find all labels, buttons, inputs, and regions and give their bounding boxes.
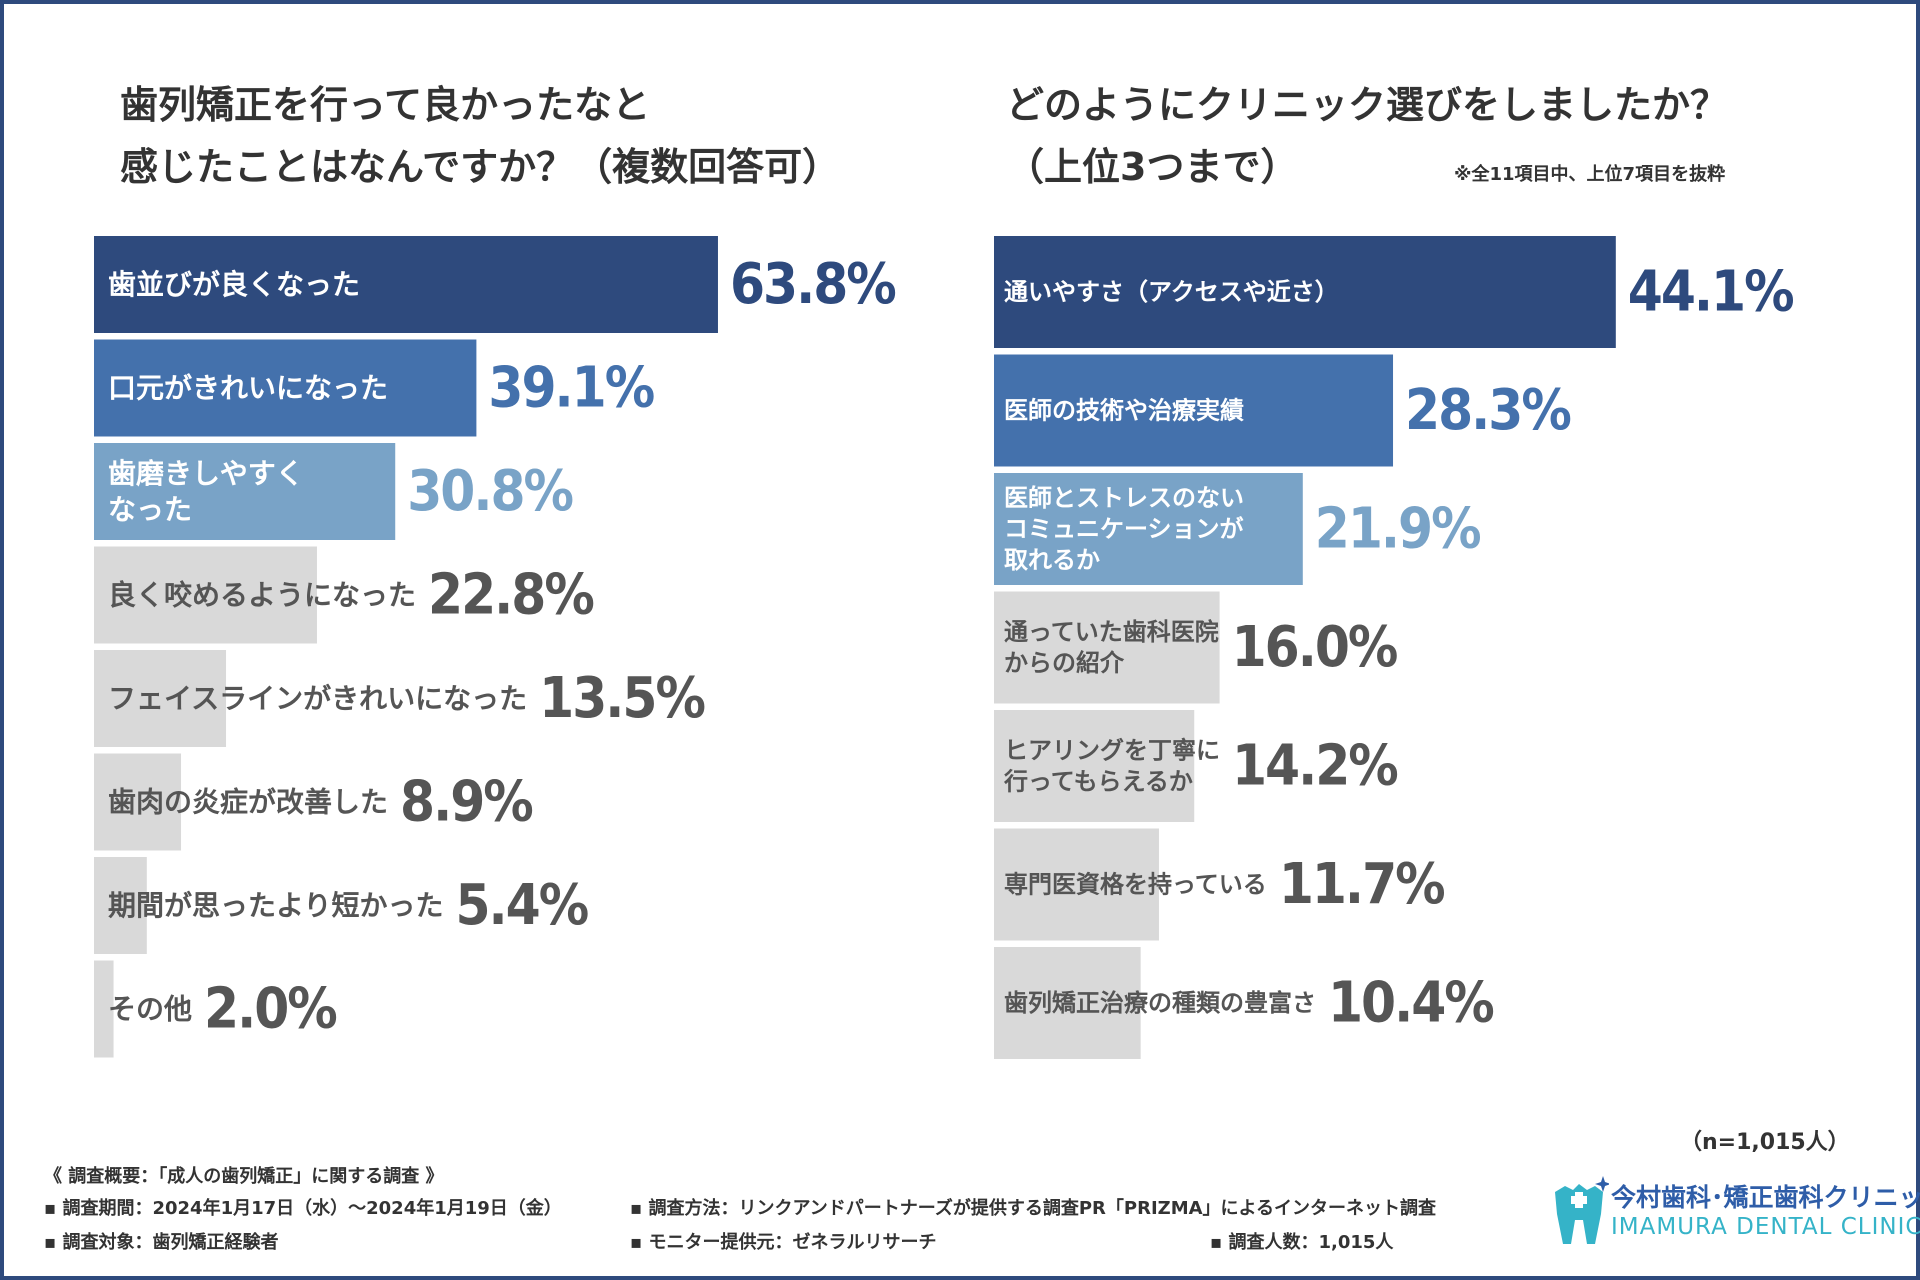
left-bar-3 (94, 443, 396, 540)
right-value-label-7: 10.4% (1328, 971, 1493, 1036)
survey-monitor: ▪ モニター提供元：ゼネラルリサーチ (630, 1232, 937, 1253)
left-chart-title: 歯列矯正を行って良かったなと 感じたことはなんですか？（複数回答可） (120, 74, 840, 198)
right-value-label-6: 11.7% (1279, 852, 1444, 917)
survey-target: ▪ 調査対象：歯列矯正経験者 (44, 1232, 279, 1253)
left-category-label-8: その他 (108, 993, 192, 1026)
right-bar-7 (994, 947, 1141, 1059)
right-category-label-5-line1: ヒアリングを丁寧に (1004, 736, 1220, 764)
right-bar-3 (994, 473, 1303, 585)
left-category-label-1: 歯並びが良くなった (108, 268, 360, 301)
right-title-line2: （上位3つまで） (1006, 145, 1299, 189)
left-category-label-7: 期間が思ったより短かった (108, 889, 443, 922)
survey-method: ▪ 調査方法：リンクアンドパートナーズが提供する調査PR「PRIZMA」によるイ… (630, 1198, 1436, 1219)
left-bar-1 (94, 236, 718, 333)
left-category-label-2: 口元がきれいになった (108, 372, 388, 405)
left-value-label-5: 13.5% (539, 666, 704, 731)
left-value-label-8: 2.0% (204, 977, 336, 1042)
left-category-label-6: 歯肉の炎症が改善した (108, 786, 388, 819)
left-title-line2: 感じたことはなんですか？（複数回答可） (120, 145, 841, 189)
right-bar-1 (994, 236, 1616, 348)
left-category-label-5: フェイスラインがきれいになった (108, 682, 527, 715)
left-value-label-2: 39.1% (488, 356, 653, 421)
right-chart-title: どのようにクリニック選びをしましたか？ （上位3つまで） (1006, 74, 1728, 198)
right-category-label-4-line2: からの紹介 (1004, 649, 1125, 677)
left-value-label-1: 63.8% (730, 252, 895, 317)
left-bar-6 (94, 753, 182, 851)
left-value-label-3: 30.8% (407, 459, 572, 524)
right-category-label-5-line2: 行ってもらえるか (1003, 768, 1193, 796)
survey-summary: 《 調査概要：「成人の歯列矯正」に関する調査 》 (44, 1166, 444, 1187)
right-category-label-3-line3: 取れるか (1004, 546, 1100, 574)
left-bar-4 (94, 546, 317, 644)
tooth-cross-icon (1555, 1176, 1609, 1244)
left-bar-8 (94, 960, 114, 1058)
right-category-label-6: 専門医資格を持っている (1004, 871, 1267, 899)
right-title-line1: どのようにクリニック選びをしましたか？ (1006, 83, 1729, 127)
right-category-label-3-line2: コミュニケーションが (1004, 515, 1244, 543)
right-value-label-1: 44.1% (1628, 260, 1793, 325)
left-value-label-7: 5.4% (455, 873, 587, 938)
survey-count: ▪ 調査人数：1,015人 (1210, 1232, 1394, 1253)
right-category-label-3-line1: 医師とストレスのない (1004, 484, 1244, 512)
right-bar-4 (994, 591, 1220, 704)
right-category-label-1: 通いやすさ（アクセスや近さ） (1004, 278, 1339, 306)
survey-period: ▪ 調査期間：2024年1月17日（水）～2024年1月19日（金） (44, 1198, 562, 1219)
right-value-label-2: 28.3% (1405, 378, 1570, 443)
left-bar-2 (94, 339, 477, 437)
left-value-label-4: 22.8% (428, 563, 593, 628)
right-bar-2 (994, 354, 1394, 467)
left-title-line1: 歯列矯正を行って良かったなと (120, 83, 651, 127)
right-chart-note: ※全11項目中、上位7項目を抜粋 (1454, 164, 1726, 185)
right-value-label-3: 21.9% (1315, 497, 1480, 562)
left-category-label-3-line2: なった (108, 493, 192, 526)
clinic-logo: 今村歯科･矯正歯科クリニック IMAMURA DENTAL CLINIC (1549, 1174, 1920, 1254)
clinic-name-en: IMAMURA DENTAL CLINIC (1611, 1214, 1920, 1240)
clinic-name: 今村歯科･矯正歯科クリニック (1611, 1183, 1920, 1212)
right-category-label-7: 歯列矯正治療の種類の豊富さ (1004, 989, 1316, 1017)
right-category-label-4-line1: 通っていた歯科医院 (1004, 618, 1219, 646)
left-bar-5 (94, 650, 227, 747)
sample-size: （n=1,015人） (1680, 1130, 1850, 1155)
left-value-label-6: 8.9% (400, 770, 532, 835)
right-category-label-2: 医師の技術や治療実績 (1004, 397, 1244, 425)
right-bar-6 (994, 828, 1159, 941)
left-category-label-3-line1: 歯磨きしやすく (108, 457, 304, 490)
left-category-label-4: 良く咬めるようになった (108, 579, 416, 612)
right-value-label-4: 16.0% (1232, 615, 1397, 680)
left-bar-7 (94, 857, 147, 954)
right-bar-5 (994, 710, 1195, 822)
right-value-label-5: 14.2% (1232, 734, 1397, 799)
